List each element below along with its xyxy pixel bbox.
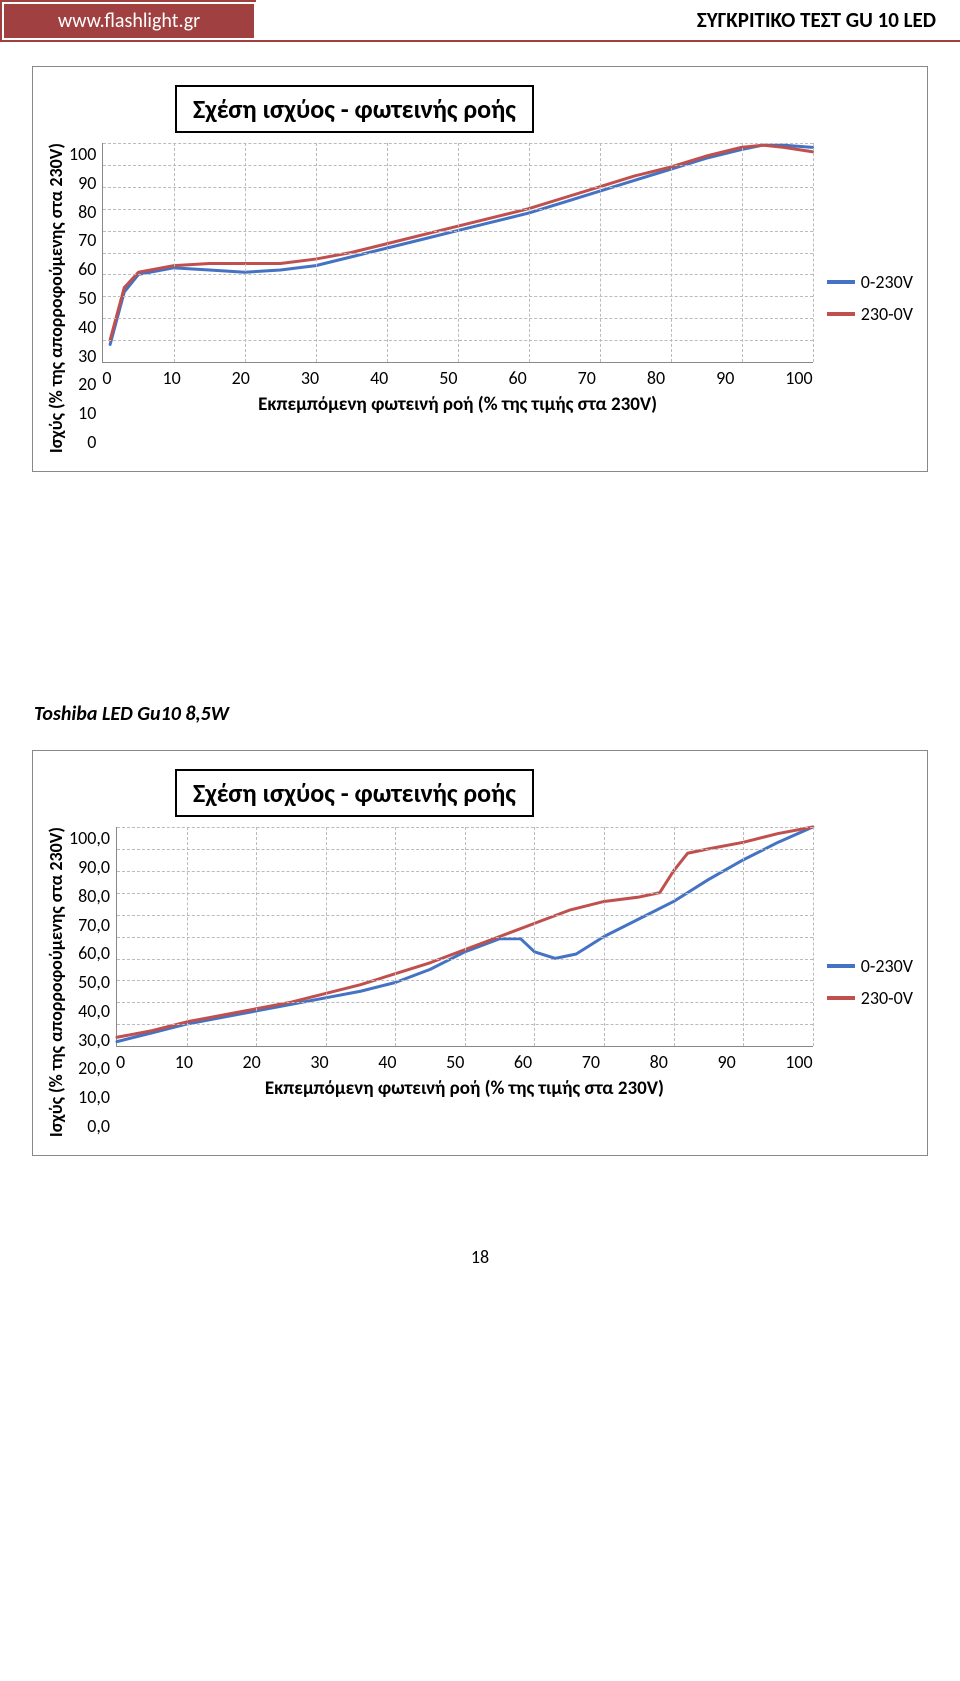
legend-item: 0-230V: [827, 955, 913, 977]
chart2-title: Σχέση ισχύος - φωτεινής ροής: [175, 769, 534, 817]
legend-item: 230-0V: [827, 987, 913, 1009]
chart1-xlabel: Εκπεμπόμενη φωτεινή ροή (% της τιμής στα…: [102, 393, 812, 416]
chart-1: Σχέση ισχύος - φωτεινής ροής Ισχύς (% τη…: [32, 66, 928, 472]
chart2-xlabel: Εκπεμπόμενη φωτεινή ροή (% της τιμής στα…: [116, 1077, 813, 1100]
chart2-yticks: 100,090,080,070,060,050,040,030,020,010,…: [69, 827, 116, 1137]
chart2-legend: 0-230V 230-0V: [813, 827, 913, 1137]
site-url: www.flashlight.gr: [4, 4, 254, 38]
chart2-xticks: 0102030405060708090100: [116, 1051, 813, 1073]
chart1-yticks: 1009080706050403020100: [69, 143, 102, 453]
header-brand-box: www.flashlight.gr: [0, 0, 256, 42]
chart1-title: Σχέση ισχύος - φωτεινής ροής: [175, 85, 534, 133]
document-title: ΣΥΓΚΡΙΤΙΚΟ ΤΕΣΤ GU 10 LED: [256, 0, 960, 42]
page-header: www.flashlight.gr ΣΥΓΚΡΙΤΙΚΟ ΤΕΣΤ GU 10 …: [0, 0, 960, 42]
page-number: 18: [0, 1246, 960, 1288]
section2-title: Toshiba LED Gu10 8,5W: [34, 702, 960, 726]
chart1-plot-area: [102, 143, 812, 363]
chart1-xticks: 0102030405060708090100: [102, 367, 812, 389]
legend-item: 0-230V: [827, 271, 913, 293]
chart1-ylabel: Ισχύς (% της απορροφούμενης στα 230V): [43, 143, 69, 453]
chart1-legend: 0-230V 230-0V: [813, 143, 913, 453]
chart2-plot-area: [116, 827, 813, 1047]
chart2-ylabel: Ισχύς (% της απορροφούμενης στα 230V): [43, 827, 69, 1137]
chart-2: Σχέση ισχύος - φωτεινής ροής Ισχύς (% τη…: [32, 750, 928, 1156]
legend-item: 230-0V: [827, 303, 913, 325]
